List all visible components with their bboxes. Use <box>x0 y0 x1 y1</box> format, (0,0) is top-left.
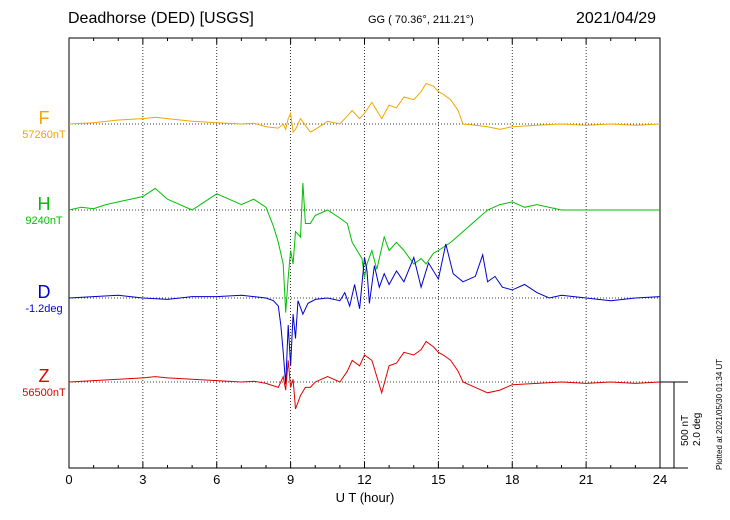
component-baseline-value: 56500nT <box>22 387 66 399</box>
component-baseline-value: 9240nT <box>25 215 63 227</box>
x-axis-label: U T (hour) <box>335 490 395 505</box>
component-baselines <box>69 123 660 383</box>
component-label-h: H 9240nT <box>14 194 74 227</box>
scale-nt-label: 500 nT <box>680 414 691 446</box>
x-tick-label: 24 <box>653 472 667 487</box>
grid-lines <box>142 38 587 468</box>
series-line-h <box>68 182 660 313</box>
x-tick-label: 21 <box>579 472 593 487</box>
x-axis-ticks: 0 3 6 9 12 15 18 21 24 <box>65 38 667 487</box>
series-line-d <box>68 243 661 385</box>
x-tick-label: 15 <box>431 472 445 487</box>
chart-date: 2021/04/29 <box>576 10 657 27</box>
plotted-timestamp: Plotted at 2021/05/30 01:34 UT <box>715 358 724 470</box>
component-label-f: F 57260nT <box>14 108 74 141</box>
x-tick-label: 12 <box>357 472 371 487</box>
plot-border <box>68 37 661 469</box>
chart-title: Deadhorse (DED) [USGS] <box>68 10 254 27</box>
plot-frame <box>68 37 661 469</box>
scale-deg-label: 2.0 deg <box>692 412 703 446</box>
component-baseline-value: 57260nT <box>22 129 66 141</box>
component-label-z: Z 56500nT <box>14 366 74 399</box>
x-tick-label: 6 <box>213 472 220 487</box>
component-label-d: D -1.2deg <box>14 282 74 315</box>
x-tick-label: 18 <box>505 472 519 487</box>
x-tick-label: 0 <box>65 472 72 487</box>
component-name: F <box>38 108 50 128</box>
x-tick-label: 9 <box>287 472 294 487</box>
component-name: H <box>37 194 51 214</box>
component-name: D <box>37 282 51 302</box>
station-coordinates: GG ( 70.36°, 211.21°) <box>368 14 474 26</box>
scale-bar <box>660 381 688 469</box>
component-baseline-value: -1.2deg <box>25 303 63 315</box>
series-line-f <box>68 82 661 134</box>
x-tick-label: 3 <box>139 472 146 487</box>
component-name: Z <box>38 366 50 386</box>
series-line-z <box>68 340 661 410</box>
series-lines <box>68 82 661 410</box>
